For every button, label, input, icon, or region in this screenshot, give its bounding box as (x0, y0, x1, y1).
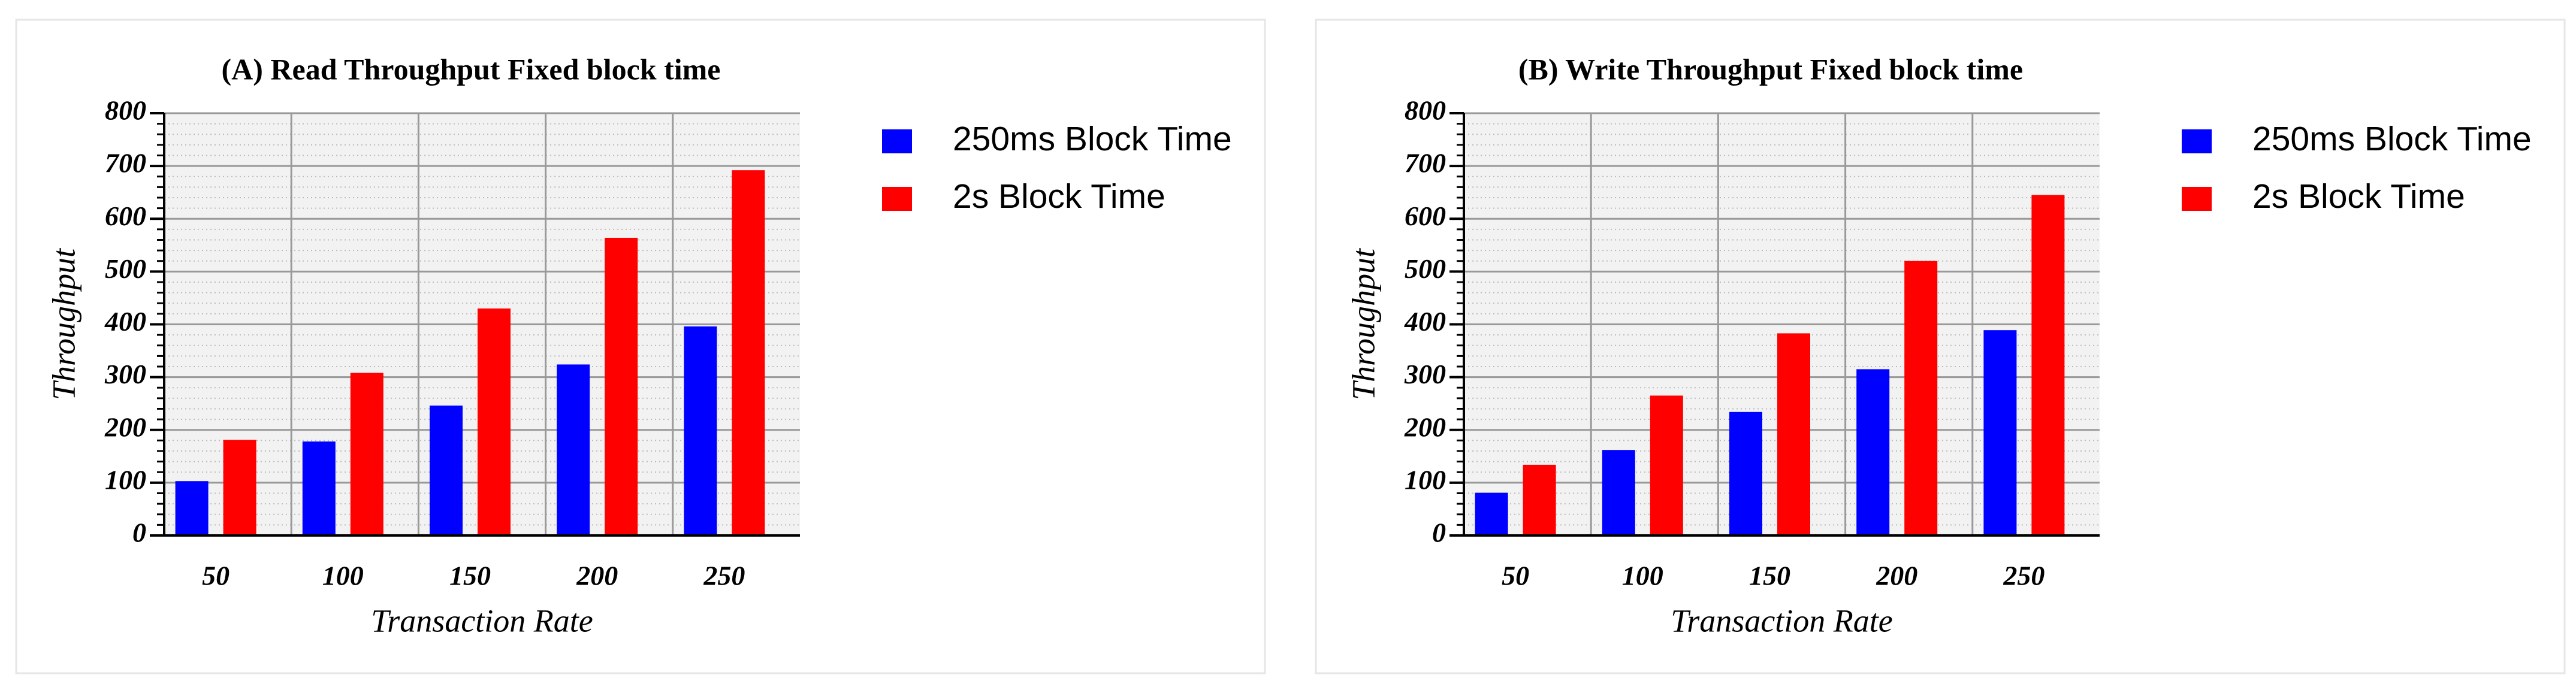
y-tick-label: 200 (104, 411, 146, 442)
bar (1904, 261, 1938, 535)
x-tick-label: 200 (1876, 561, 1917, 591)
bar (350, 373, 383, 535)
y-tick-label: 100 (1405, 464, 1446, 495)
bar (605, 237, 638, 535)
bar (430, 405, 463, 535)
y-axis-label: Throughput (1345, 247, 1381, 400)
bar (175, 481, 209, 535)
y-tick-label: 200 (1404, 411, 1446, 442)
bar (684, 326, 717, 535)
bar (478, 308, 511, 535)
bar (1602, 450, 1635, 535)
y-tick-label: 500 (105, 253, 146, 284)
y-tick-label: 600 (1405, 201, 1446, 231)
y-tick-label: 800 (105, 95, 146, 126)
bar (302, 441, 336, 535)
bar (557, 364, 590, 535)
x-tick-label: 250 (703, 561, 745, 591)
x-tick-label: 100 (322, 561, 364, 591)
bar (223, 440, 256, 535)
y-axis-label: Throughput (46, 247, 81, 400)
y-tick-label: 300 (1404, 359, 1446, 389)
bar (1983, 330, 2017, 535)
bar (1650, 395, 1683, 535)
y-tick-label: 100 (105, 464, 146, 495)
legend-swatch (882, 129, 912, 153)
y-tick-label: 300 (104, 359, 146, 389)
legend-swatch (2182, 129, 2212, 153)
y-tick-label: 0 (132, 518, 146, 548)
bar (732, 170, 765, 535)
y-tick-label: 800 (1405, 95, 1446, 126)
bar (1523, 464, 1556, 535)
x-tick-label: 50 (1502, 561, 1529, 591)
legend-swatch (2182, 187, 2212, 211)
y-tick-label: 500 (1405, 253, 1446, 284)
chart-title: (B) Write Throughput Fixed block time (1518, 52, 2023, 86)
x-tick-label: 50 (202, 561, 229, 591)
y-tick-label: 400 (1404, 306, 1446, 337)
chart-title: (A) Read Throughput Fixed block time (222, 52, 721, 86)
x-tick-label: 100 (1622, 561, 1663, 591)
x-tick-label: 150 (1749, 561, 1790, 591)
bar (1777, 333, 1810, 535)
legend-label: 2s Block Time (953, 177, 1165, 216)
legend-swatch (882, 187, 912, 211)
x-tick-label: 200 (576, 561, 618, 591)
y-tick-label: 0 (1432, 518, 1446, 548)
legend-label: 250ms Block Time (953, 120, 1232, 158)
x-axis-label: Transaction Rate (1671, 603, 1893, 638)
y-tick-label: 700 (1405, 148, 1446, 178)
x-tick-label: 250 (2003, 561, 2045, 591)
y-tick-label: 600 (105, 201, 146, 231)
bar (2031, 195, 2065, 535)
bar (1729, 411, 1762, 535)
bar (1475, 492, 1508, 535)
legend-label: 2s Block Time (2252, 177, 2465, 216)
legend-label: 250ms Block Time (2252, 120, 2532, 158)
x-axis-label: Transaction Rate (371, 603, 593, 638)
x-tick-label: 150 (449, 561, 491, 591)
y-tick-label: 700 (105, 148, 146, 178)
y-tick-label: 400 (104, 306, 146, 337)
bar (1856, 369, 1890, 535)
